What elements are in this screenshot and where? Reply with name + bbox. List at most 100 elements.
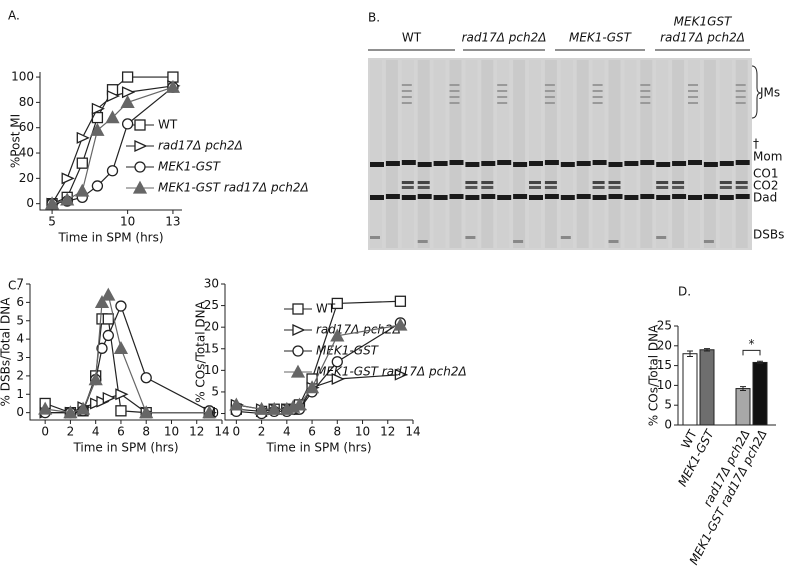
gel-band	[401, 96, 412, 98]
x-tick-label: 14	[214, 425, 229, 439]
brace	[751, 65, 762, 119]
gel-band	[672, 161, 687, 166]
marker	[229, 397, 244, 411]
gel-band	[624, 195, 639, 200]
marker	[394, 295, 407, 307]
x-tick-label: 4	[92, 425, 100, 439]
marker	[61, 172, 75, 185]
y-tick-label: 15	[204, 341, 219, 355]
gel-band	[401, 84, 412, 86]
gel-band	[449, 90, 460, 92]
gel-band	[385, 194, 400, 199]
gel-lane	[719, 60, 732, 248]
axis	[29, 284, 222, 421]
gel-band	[592, 160, 607, 165]
gel-band	[449, 194, 464, 199]
gel-lane	[465, 60, 478, 248]
band-label: Mom	[753, 150, 782, 164]
x-tick-label: 8	[333, 425, 341, 439]
gel-band	[735, 84, 746, 86]
gel-band	[735, 181, 748, 184]
gel-lane	[608, 60, 621, 248]
significance-bracket	[742, 349, 761, 356]
marker	[91, 102, 105, 115]
error-bar	[704, 348, 710, 352]
gel-band	[481, 181, 494, 184]
y-tick-label: 1	[16, 387, 24, 401]
gel-band	[544, 102, 555, 104]
gel-band	[385, 161, 400, 166]
x-tick-label: 14	[405, 425, 420, 439]
gel-band	[529, 181, 541, 184]
marker	[102, 329, 114, 342]
y-tick-label: 5	[16, 313, 24, 327]
marker	[88, 372, 103, 386]
marker	[139, 405, 154, 419]
marker	[292, 397, 307, 411]
legend-marker	[132, 180, 148, 194]
y-tick-label: 20	[657, 338, 672, 352]
marker	[75, 401, 91, 415]
gel-band	[608, 186, 621, 189]
gel-band	[592, 195, 607, 200]
gel-band	[544, 84, 555, 86]
gel-band	[465, 186, 478, 189]
y-tick-label: 5	[664, 398, 672, 412]
x-tick-label: 4	[283, 425, 291, 439]
legend-marker	[290, 364, 306, 378]
gel-band	[544, 90, 555, 92]
gel-band	[688, 160, 702, 165]
panel-label: A.	[8, 9, 20, 23]
y-axis-label: % COs/Total DNA	[194, 300, 208, 402]
gel-lane	[640, 60, 653, 248]
marker	[394, 368, 408, 381]
legend-marker	[292, 303, 304, 315]
bar	[699, 349, 715, 426]
gel-band	[656, 162, 671, 167]
marker	[75, 183, 90, 197]
y-tick-label: 30	[204, 277, 219, 291]
gel-band	[719, 161, 734, 166]
gel-band	[433, 195, 448, 200]
gel-band	[719, 186, 732, 189]
gel-band	[417, 181, 430, 184]
gel-band	[560, 236, 571, 239]
x-tick-label: 12	[189, 425, 204, 439]
marker	[91, 180, 104, 192]
x-tick-label: 0	[233, 425, 241, 439]
gel-band	[417, 186, 430, 189]
series-line	[51, 86, 174, 205]
gel-band	[735, 96, 746, 98]
gel-band	[624, 161, 639, 166]
y-tick-label: 4	[16, 332, 24, 346]
legend-label: rad17Δ pch2Δ	[158, 139, 243, 153]
y-tick-label: 20	[19, 171, 34, 185]
gel-band	[481, 186, 494, 189]
gel-band	[735, 102, 746, 104]
gel-band	[481, 161, 496, 166]
gel-lane	[624, 60, 637, 248]
y-tick-label: 0	[211, 406, 219, 420]
series-line	[45, 304, 210, 414]
marker	[76, 131, 90, 144]
x-tick-label: 13	[165, 215, 180, 229]
band-label: Dad	[753, 191, 777, 205]
gel-band	[497, 84, 508, 86]
marker	[393, 317, 408, 331]
marker	[106, 90, 121, 103]
gel-band	[560, 162, 575, 167]
gel-band	[656, 186, 669, 189]
marker	[140, 372, 152, 384]
legend-marker	[292, 345, 304, 357]
gel-lane	[417, 60, 430, 248]
y-tick-label: 25	[657, 319, 672, 333]
y-axis-label: %Post MI	[9, 114, 23, 168]
y-axis-label: % COs/Total DNA	[647, 324, 661, 426]
panel-label: D.	[678, 285, 691, 299]
legend-label: MEK1-GST rad17Δ pch2Δ	[316, 365, 467, 379]
gel-band	[608, 181, 621, 184]
gel-band	[592, 84, 603, 86]
bar	[735, 388, 751, 426]
gel-band	[672, 181, 685, 184]
